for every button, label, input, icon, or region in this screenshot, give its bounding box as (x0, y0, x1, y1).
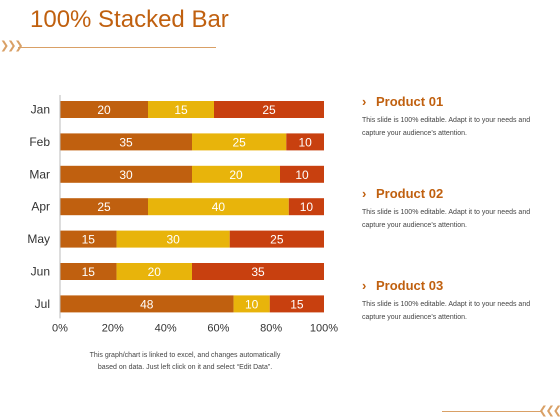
category-label: Jul (35, 297, 50, 311)
chevron-right-icon: › (362, 278, 367, 293)
data-label: 30 (119, 168, 133, 182)
product-01-desc: This slide is 100% editable. Adapt it to… (362, 117, 531, 137)
product-03-title: Product 03 (376, 278, 444, 293)
data-label: 30 (166, 233, 180, 247)
bar-segment (280, 165, 324, 183)
footer-divider (442, 411, 542, 412)
x-tick-label: 20% (102, 322, 124, 334)
x-tick-label: 0% (52, 322, 68, 334)
bar-segment (60, 230, 117, 248)
data-label: 15 (82, 265, 96, 279)
chevron-right-icon: › (362, 186, 367, 201)
chart-note: This graph/chart is linked to excel, and… (89, 352, 281, 371)
footer-chevrons-icon: ❮❮❮ (538, 404, 560, 417)
x-tick-label: 60% (207, 322, 229, 334)
category-label: Jan (31, 103, 50, 117)
category-label: Feb (29, 135, 50, 149)
data-label: 35 (119, 135, 133, 149)
x-tick-label: 40% (155, 322, 177, 334)
data-label: 10 (245, 297, 259, 311)
category-label: Jun (31, 265, 50, 279)
data-label: 48 (140, 297, 154, 311)
product-03-block: › Product 03 This slide is 100% editable.… (362, 278, 542, 324)
bar-segment (60, 198, 148, 216)
data-label: 25 (97, 200, 111, 214)
data-label: 25 (262, 103, 276, 117)
data-label: 15 (82, 233, 96, 247)
data-label: 10 (295, 168, 309, 182)
bar-segment (116, 263, 192, 280)
data-label: 25 (232, 135, 246, 149)
title-chevrons-icon: ❯❯❯ (0, 39, 24, 52)
product-02-desc: This slide is 100% editable. Adapt it to… (362, 209, 531, 229)
bar-segment (60, 295, 234, 313)
bar-segment (192, 165, 280, 183)
bar-segment (286, 133, 324, 151)
bar-segment (192, 133, 287, 151)
title-divider (18, 47, 216, 48)
bar-segment (148, 198, 289, 216)
bar-segment (214, 101, 324, 118)
data-label: 20 (97, 103, 111, 117)
product-03-desc: This slide is 100% editable. Adapt it to… (362, 301, 531, 321)
x-tick-label: 100% (310, 322, 338, 334)
bar-segment (288, 198, 324, 216)
data-label: 40 (212, 200, 226, 214)
category-label: Mar (29, 167, 50, 181)
bar-segment (60, 263, 117, 280)
data-label: 20 (229, 168, 243, 182)
data-label: 35 (251, 265, 265, 279)
product-01-title: Product 01 (376, 94, 444, 109)
bar-segment (229, 230, 324, 248)
bar-segment (269, 295, 324, 313)
x-tick-label: 80% (260, 322, 282, 334)
chevron-right-icon: › (362, 94, 367, 109)
bar-segment (60, 133, 192, 151)
data-label: 20 (148, 265, 162, 279)
data-label: 15 (290, 297, 304, 311)
category-label: Apr (31, 200, 50, 214)
bar-segment (60, 101, 148, 118)
data-label: 25 (270, 233, 284, 247)
bar-segment (60, 165, 192, 183)
product-01-block: › Product 01 This slide is 100% editable.… (362, 94, 542, 140)
bar-segment (233, 295, 270, 313)
bar-segment (116, 230, 230, 248)
category-label: May (27, 232, 50, 246)
product-02-title: Product 02 (376, 186, 444, 201)
bar-segment (148, 101, 214, 118)
bar-segment (192, 263, 324, 280)
page-title: 100% Stacked Bar (30, 6, 229, 33)
product-02-block: › Product 02 This slide is 100% editable.… (362, 186, 542, 232)
data-label: 10 (298, 135, 312, 149)
data-label: 15 (174, 103, 188, 117)
data-label: 10 (300, 200, 314, 214)
